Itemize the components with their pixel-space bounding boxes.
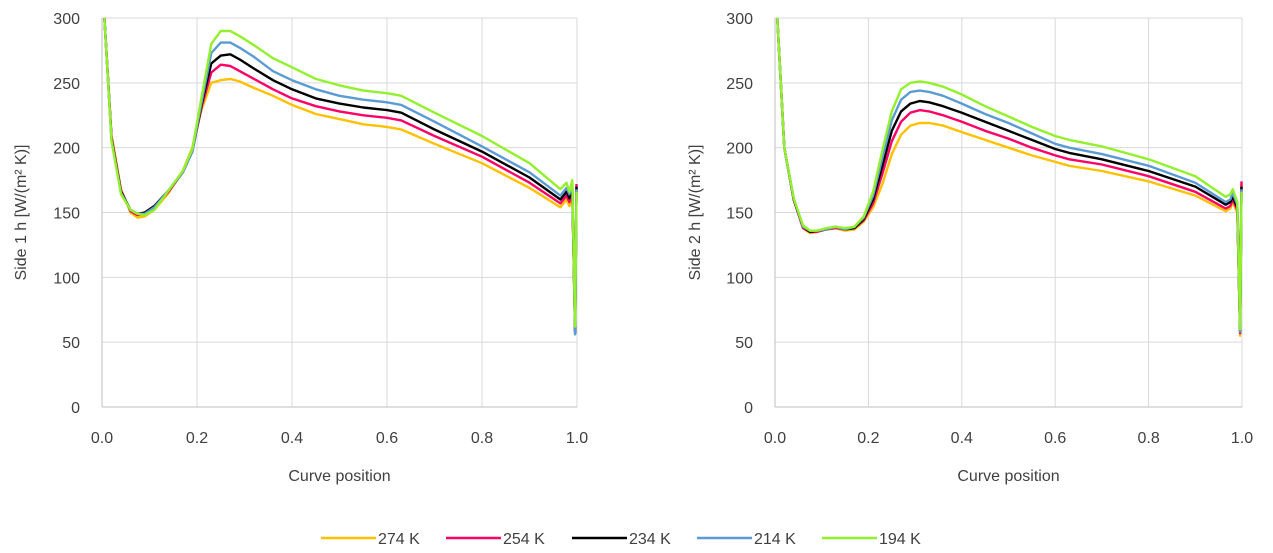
- y-tick-label: 200: [726, 141, 753, 158]
- y-tick-label: 0: [744, 400, 753, 417]
- legend-label: 254 K: [503, 531, 545, 548]
- legend-label: 194 K: [879, 531, 921, 548]
- y-tick-label: 150: [726, 206, 753, 223]
- x-axis-title: Curve position: [288, 468, 390, 485]
- y-tick-label: 100: [53, 270, 80, 287]
- y-tick-label: 250: [726, 76, 753, 93]
- x-tick-label: 1.0: [1231, 430, 1253, 447]
- legend: 274 K 254 K 234 K 214 K 194 K: [321, 531, 921, 548]
- y-tick-label: 300: [726, 11, 753, 28]
- legend-label: 214 K: [754, 531, 796, 548]
- y-axis-title: Side 2 h [W/(m² K)]: [687, 144, 704, 280]
- series-line-254k: [776, 17, 1243, 335]
- right-chart: 0 50 100 150 200 250 300 0.0 0.2 0.4 0.6 0.8 1.0 Curv…: [687, 11, 1253, 485]
- y-tick-label: 50: [735, 335, 753, 352]
- legend-label: 234 K: [629, 531, 671, 548]
- y-tick-label: 100: [726, 270, 753, 287]
- y-tick-label: 0: [71, 400, 80, 417]
- y-tick-label: 200: [53, 141, 80, 158]
- x-tick-label: 0.8: [1137, 430, 1159, 447]
- series-line-194k: [776, 17, 1243, 331]
- y-tick-label: 250: [53, 76, 80, 93]
- x-tick-label: 0.4: [951, 430, 973, 447]
- x-tick-label: 0.2: [857, 430, 879, 447]
- y-tick-label: 300: [53, 11, 80, 28]
- x-tick-label: 0.6: [376, 430, 398, 447]
- x-tick-label: 1.0: [566, 430, 588, 447]
- y-tick-label: 50: [62, 335, 80, 352]
- x-tick-label: 0.4: [281, 430, 303, 447]
- series-line-274k: [103, 17, 578, 331]
- x-tick-label: 0.2: [186, 430, 208, 447]
- left-chart: 0 50 100 150 200 250 300 0.0 0.2 0.4 0.6 0.8 1.0 Curv…: [13, 11, 588, 485]
- legend-label: 274 K: [378, 531, 420, 548]
- y-axis-title: Side 1 h [W/(m² K)]: [13, 144, 30, 280]
- x-tick-label: 0.0: [764, 430, 786, 447]
- x-axis-title: Curve position: [957, 468, 1059, 485]
- x-tick-label: 0.6: [1044, 430, 1066, 447]
- x-tick-label: 0.0: [91, 430, 113, 447]
- x-tick-label: 0.8: [471, 430, 493, 447]
- series-line-274k: [776, 17, 1243, 337]
- series-line-214k: [776, 17, 1243, 333]
- series-line-214k: [103, 17, 578, 336]
- y-tick-label: 150: [53, 206, 80, 223]
- series-line-194k: [103, 17, 578, 328]
